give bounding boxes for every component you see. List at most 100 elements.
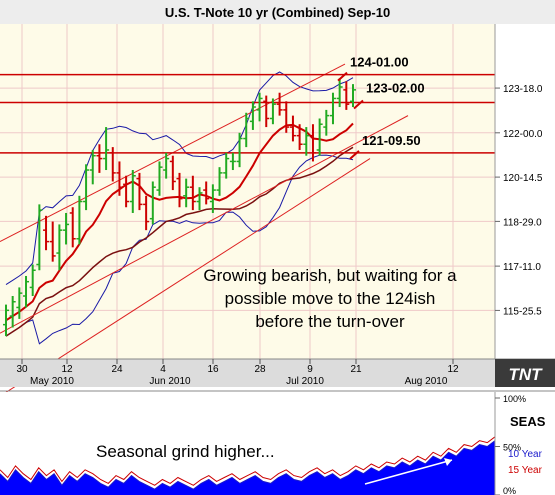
price-bar xyxy=(243,112,250,148)
channel-middle-line xyxy=(0,115,409,334)
seasonal-y-tick-label: 0% xyxy=(503,486,516,495)
price-bar xyxy=(163,152,170,179)
price-bar xyxy=(109,147,116,182)
chart-annotation-line: before the turn-over xyxy=(255,312,405,331)
seasonal-area-fill xyxy=(0,440,495,495)
y-tick-label: 120-14.5 xyxy=(503,173,543,184)
level-pointer xyxy=(349,150,360,160)
level-label: 121-09.50 xyxy=(362,133,421,148)
price-bar xyxy=(276,92,283,116)
seasonal-arrow-head xyxy=(444,458,452,466)
price-bar xyxy=(256,92,263,122)
price-bar xyxy=(16,287,23,319)
x-month-label: May 2010 xyxy=(30,376,74,387)
price-bar xyxy=(269,98,276,125)
seasonal-y-tick-label: 50% xyxy=(503,443,521,453)
x-tick-label: 9 xyxy=(307,364,313,375)
x-month-label: Jul 2010 xyxy=(286,376,324,387)
level-pointer xyxy=(337,71,348,82)
y-tick-label: 117-11.0 xyxy=(503,262,541,273)
tnt-logo: TNT xyxy=(495,359,555,387)
price-bar xyxy=(323,109,330,136)
price-bar xyxy=(29,264,36,297)
price-bar xyxy=(149,181,156,225)
chart-annotation-line: Growing bearish, but waiting for a xyxy=(203,266,457,285)
price-bar xyxy=(249,101,256,130)
price-bar xyxy=(143,195,150,231)
x-tick-label: 30 xyxy=(16,364,28,375)
price-bar xyxy=(76,195,83,245)
y-tick-label: 118-29.0 xyxy=(503,217,542,228)
price-chart: 124-01.00 123-02.00 121-09.50 Growing bear… xyxy=(0,24,555,495)
x-tick-label: 4 xyxy=(160,364,166,375)
price-bar xyxy=(203,181,210,205)
price-plot-area xyxy=(0,24,495,359)
x-tick-label: 12 xyxy=(61,364,73,375)
price-bar xyxy=(209,184,216,213)
price-bar xyxy=(176,172,183,208)
price-bar xyxy=(156,161,163,196)
price-bar xyxy=(96,144,103,173)
level-label: 124-01.00 xyxy=(350,55,409,70)
chart-annotation-line: possible move to the 124ish xyxy=(225,289,436,308)
legend-10-year: 10 Year xyxy=(508,449,543,460)
price-bar xyxy=(103,127,110,171)
x-month-label: Jun 2010 xyxy=(149,376,191,387)
seasonal-arrow-line xyxy=(364,459,453,485)
price-bar xyxy=(83,164,90,211)
price-bar xyxy=(69,207,76,248)
price-bar xyxy=(3,304,9,337)
price-bar xyxy=(196,187,203,211)
price-bar xyxy=(296,124,303,150)
price-bar xyxy=(169,155,176,191)
level-label: 123-02.00 xyxy=(366,80,425,95)
seasonal-y-tick-label: 100% xyxy=(503,394,526,404)
x-tick-label: 24 xyxy=(111,364,123,375)
x-tick-label: 12 xyxy=(447,364,459,375)
price-bar xyxy=(343,81,350,110)
price-bar xyxy=(223,152,230,179)
y-tick-label: 122-00.0 xyxy=(503,129,543,140)
price-bar xyxy=(329,92,336,125)
legend-15-year: 15 Year xyxy=(508,465,543,476)
x-month-label: Aug 2010 xyxy=(405,376,448,387)
time-axis xyxy=(0,359,495,387)
level-pointer xyxy=(353,99,364,110)
price-bar xyxy=(89,149,96,185)
price-bar xyxy=(183,178,190,208)
x-tick-label: 16 xyxy=(207,364,219,375)
chart-title: U.S. T-Note 10 yr (Combined) Sep-10 xyxy=(0,0,555,25)
tnt-logo-text: TNT xyxy=(508,365,543,384)
upper-band-line xyxy=(5,71,354,286)
price-axis xyxy=(495,24,555,359)
y-tick-label: 115-25.5 xyxy=(503,306,542,317)
price-bar xyxy=(263,95,270,128)
price-bar xyxy=(49,221,56,262)
price-bar xyxy=(43,215,50,251)
seasonal-axis xyxy=(495,392,555,495)
price-bar xyxy=(229,152,236,171)
price-bar xyxy=(56,224,63,271)
price-bar xyxy=(63,212,70,245)
price-bar xyxy=(116,161,123,196)
price-bar xyxy=(189,175,196,211)
seasonal-annotation: Seasonal grind higher... xyxy=(96,442,275,461)
price-bar xyxy=(336,78,343,108)
price-bar xyxy=(309,124,316,162)
y-tick-label: 123-18.0 xyxy=(503,84,543,95)
price-bar xyxy=(9,296,16,328)
price-bar xyxy=(303,127,310,156)
x-tick-label: 21 xyxy=(350,364,362,375)
price-bar xyxy=(350,84,356,108)
price-bar xyxy=(136,172,143,211)
price-bar xyxy=(316,118,323,156)
price-bar xyxy=(36,204,43,271)
slow-moving-average-line xyxy=(5,146,354,337)
price-bar xyxy=(283,101,290,133)
price-bar xyxy=(23,275,30,308)
x-tick-label: 28 xyxy=(254,364,266,375)
price-bar xyxy=(123,175,130,208)
seasonal-15-year-line xyxy=(0,436,496,486)
seasonal-title: SEAS xyxy=(510,414,546,429)
